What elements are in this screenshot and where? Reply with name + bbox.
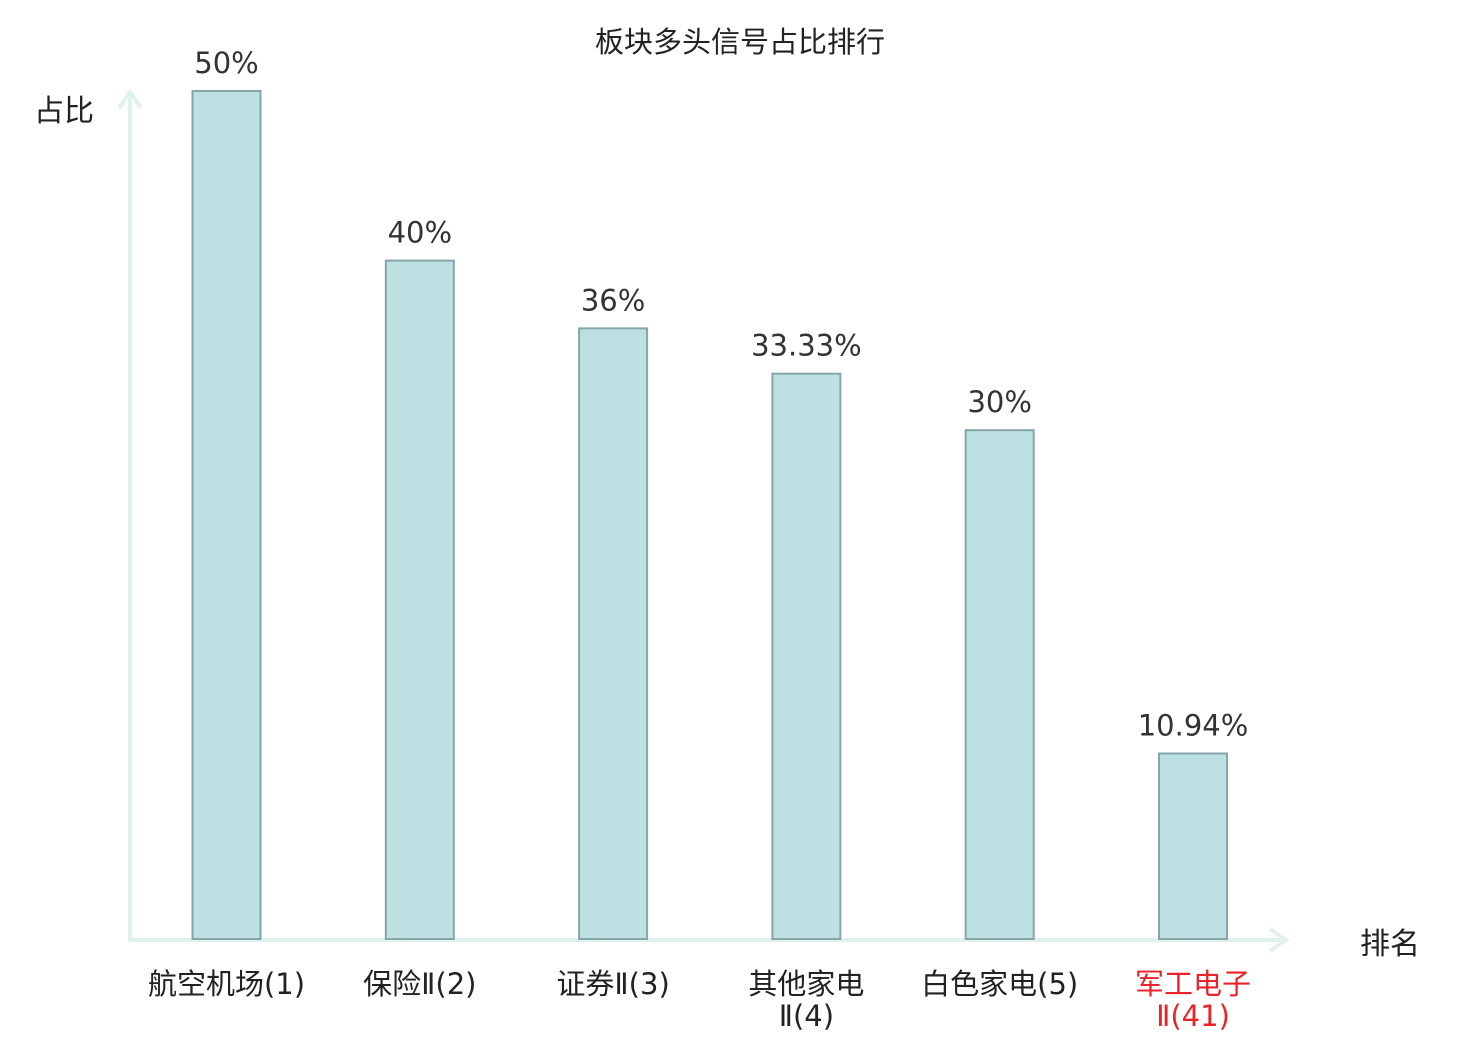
category-label-6: 军工电子: [1135, 967, 1251, 1001]
bar-2: [384, 259, 455, 941]
category-label-4: 其他家电: [748, 967, 864, 1001]
bar-1: [191, 90, 262, 940]
value-labels-group: 50% 40% 36% 33.33% 30% 10.94%: [194, 46, 1248, 743]
category-label-2: 保险Ⅱ(2): [363, 967, 476, 1001]
category-label-4-line2: Ⅱ(4): [779, 999, 834, 1033]
y-axis-arrow: [117, 88, 143, 110]
x-axis-label: 排名: [1360, 927, 1420, 962]
value-label-2: 40%: [388, 216, 452, 250]
value-label-3: 36%: [581, 283, 645, 317]
value-label-4: 33.33%: [751, 329, 862, 363]
axes: [117, 88, 1290, 953]
value-label-6: 10.94%: [1138, 709, 1249, 743]
bar-4: [771, 372, 842, 940]
bar-3: [578, 327, 649, 940]
x-axis-arrow: [1268, 927, 1290, 953]
bars-group: [191, 90, 1228, 941]
category-label-6-line2: Ⅱ(41): [1156, 999, 1230, 1033]
bar-6: [1158, 752, 1228, 940]
y-axis-label: 占比: [34, 94, 94, 129]
category-label-1: 航空机场(1): [148, 967, 305, 1001]
category-label-5: 白色家电(5): [921, 967, 1078, 1001]
category-label-3: 证券Ⅱ(3): [556, 967, 669, 1001]
value-label-1: 50%: [194, 46, 258, 80]
chart-title: 板块多头信号占比排行: [595, 25, 885, 59]
bar-5: [964, 429, 1035, 940]
value-label-5: 30%: [967, 385, 1031, 419]
